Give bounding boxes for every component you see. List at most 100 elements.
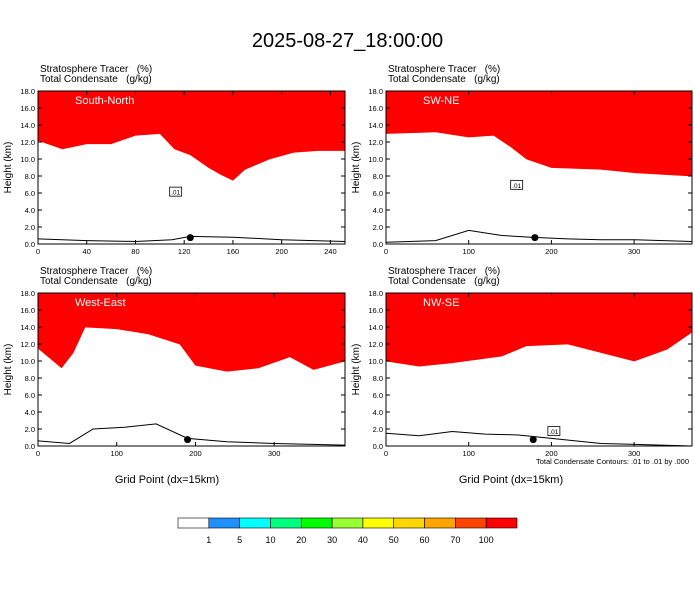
y-tick-label: 2.0 (373, 223, 383, 232)
x-tick-label: 0 (36, 449, 40, 458)
plot-area: .01 (386, 293, 692, 446)
y-tick-label: 6.0 (25, 391, 35, 400)
y-tick-label: 14.0 (368, 121, 383, 130)
x-axis-label-right: Grid Point (dx=15km) (459, 474, 563, 486)
x-tick-label: 200 (275, 247, 288, 256)
x-tick-label: 200 (189, 449, 202, 458)
x-tick-label: 300 (628, 449, 641, 458)
y-tick-label: 8.0 (373, 374, 383, 383)
y-tick-label: 16.0 (368, 306, 383, 315)
panel2-contour-label: Total Condensate (g/kg) (388, 74, 500, 85)
y-tick-label: 10.0 (20, 357, 35, 366)
x-tick-label: 300 (628, 247, 641, 256)
panel4-contour-label: Total Condensate (g/kg) (388, 276, 500, 287)
y-tick-label: 0.0 (25, 240, 35, 249)
panel1-shaded-label: Stratosphere Tracer (%) (40, 64, 153, 75)
location-marker (186, 234, 194, 242)
y-tick-label: 0.0 (25, 442, 35, 451)
y-tick-label: 12.0 (20, 340, 35, 349)
y-tick-label: 0.0 (373, 442, 383, 451)
panel-1: .01 South-North 0.0 2.0 4.0 6.0 8.0 10.0 12.0 14.… (3, 87, 346, 256)
contour-label-box (169, 186, 183, 197)
contour-label: .01 (512, 183, 521, 190)
y-tick-label: 12.0 (368, 340, 383, 349)
y-tick-label: 4.0 (373, 206, 383, 215)
x-tick-label: 100 (110, 449, 123, 458)
plot-area: .01 (386, 91, 692, 244)
y-tick-label: 18.0 (20, 289, 35, 298)
tracer-core (38, 91, 345, 165)
x-tick-label: 0 (384, 449, 388, 458)
y-tick-label: 16.0 (20, 306, 35, 315)
y-tick-label: 6.0 (25, 189, 35, 198)
x-tick-label: 0 (36, 247, 40, 256)
y-tick-label: 8.0 (25, 374, 35, 383)
y-tick-label: 8.0 (373, 172, 383, 181)
terrain-line (386, 431, 692, 446)
tracer-core (38, 293, 345, 356)
tracer-core (386, 91, 692, 160)
y-tick-label: 18.0 (368, 87, 383, 96)
x-tick-label: 0 (384, 247, 388, 256)
terrain-line (386, 229, 692, 243)
plot-frame (385, 292, 693, 447)
y-tick-label: 12.0 (368, 138, 383, 147)
y-tick-label: 2.0 (25, 223, 35, 232)
x-tick-label: 40 (83, 247, 91, 256)
panel1-contour-label: Total Condensate (g/kg) (40, 74, 152, 85)
panel-title: South-North (75, 95, 134, 107)
contour-label: .01 (171, 190, 180, 197)
x-tick-label: 300 (268, 449, 281, 458)
contour-label: .01 (549, 429, 558, 436)
panel-2: .01 SW-NE 0.0 2.0 4.0 6.0 8.0 10.0 12.0 14.0 16.0 1… (351, 87, 693, 256)
y-axis-label: Height (km) (3, 142, 14, 194)
y-tick-label: 6.0 (373, 189, 383, 198)
contour-label-box (510, 179, 524, 190)
x-tick-label: 80 (131, 247, 139, 256)
panel-title: West-East (75, 297, 126, 309)
y-tick-label: 10.0 (368, 357, 383, 366)
y-tick-label: 16.0 (20, 104, 35, 113)
y-tick-label: 16.0 (368, 104, 383, 113)
x-tick-label: 240 (324, 247, 337, 256)
y-tick-label: 4.0 (25, 206, 35, 215)
x-axis-label-left: Grid Point (dx=15km) (115, 474, 219, 486)
plot-frame (385, 90, 693, 245)
y-tick-label: 6.0 (373, 391, 383, 400)
terrain-line (38, 235, 345, 242)
y-tick-label: 14.0 (368, 323, 383, 332)
y-axis-label: Height (km) (3, 344, 14, 396)
location-marker (529, 436, 537, 444)
panel3-contour-label: Total Condensate (g/kg) (40, 276, 152, 287)
y-axis-label: Height (km) (351, 344, 362, 396)
y-tick-label: 18.0 (368, 289, 383, 298)
y-tick-label: 14.0 (20, 121, 35, 130)
page-title: 2025-08-27_18:00:00 (251, 30, 444, 52)
plot-area: .01 (38, 91, 345, 244)
location-marker (184, 436, 192, 444)
panel-title: SW-NE (423, 95, 459, 107)
y-tick-label: 14.0 (20, 323, 35, 332)
location-marker (531, 234, 539, 242)
plot-frame (37, 292, 346, 447)
x-tick-label: 160 (227, 247, 240, 256)
x-tick-label: 200 (545, 247, 558, 256)
y-tick-label: 4.0 (373, 408, 383, 417)
y-tick-label: 10.0 (20, 155, 35, 164)
y-tick-label: 12.0 (20, 138, 35, 147)
y-axis-label: Height (km) (351, 142, 362, 194)
y-tick-label: 2.0 (25, 425, 35, 434)
y-tick-label: 2.0 (373, 425, 383, 434)
x-tick-label: 100 (462, 247, 475, 256)
panel4-shaded-label: Stratosphere Tracer (%) (388, 266, 501, 277)
y-tick-label: 0.0 (373, 240, 383, 249)
contour-note: Total Condensate Contours: .01 to .01 by… (536, 457, 689, 466)
panel2-shaded-label: Stratosphere Tracer (%) (388, 64, 501, 75)
x-tick-label: 100 (462, 449, 475, 458)
y-tick-label: 10.0 (368, 155, 383, 164)
plot-area (38, 293, 345, 446)
x-tick-label: 200 (545, 449, 558, 458)
y-tick-label: 18.0 (20, 87, 35, 96)
contour-label-box (547, 426, 561, 436)
